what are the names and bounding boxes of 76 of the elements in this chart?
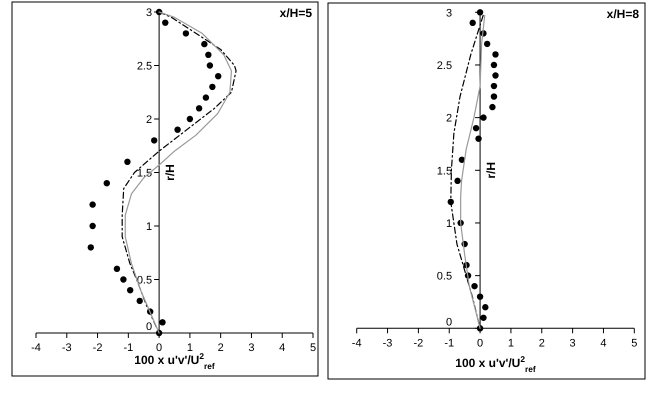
- point: [489, 104, 496, 110]
- point: [490, 62, 498, 68]
- x-tick-label: 0: [477, 337, 484, 350]
- point: [196, 105, 202, 112]
- point: [89, 201, 96, 208]
- x-tick-label: -3: [62, 342, 72, 354]
- point: [114, 266, 120, 272]
- point: [186, 116, 194, 122]
- y-axis-title: r/H: [163, 164, 178, 181]
- x-tick-label: -4: [31, 342, 41, 354]
- point: [480, 114, 487, 121]
- point: [492, 72, 499, 79]
- point: [126, 287, 134, 294]
- point: [88, 244, 94, 251]
- point: [490, 82, 498, 90]
- point: [182, 30, 190, 37]
- point: [150, 137, 158, 144]
- point: [120, 276, 127, 283]
- x-tick-label: 4: [600, 337, 607, 350]
- x-tick-label: 5: [310, 342, 316, 354]
- point: [206, 62, 214, 69]
- point: [215, 73, 222, 80]
- y-tick-label: 2.5: [136, 60, 152, 72]
- point: [476, 294, 484, 300]
- point: [201, 40, 208, 48]
- y-tick-label: 2: [146, 114, 152, 126]
- point: [469, 20, 476, 26]
- point: [89, 222, 96, 230]
- point: [174, 126, 181, 133]
- point: [159, 319, 166, 326]
- point: [454, 178, 461, 184]
- x-tick-label: -3: [382, 337, 392, 350]
- y-tick-label: 1: [146, 221, 152, 233]
- y-tick-label: 1: [446, 218, 452, 230]
- point: [490, 93, 498, 100]
- x-tick-label: -2: [414, 337, 424, 350]
- y-tick-label: 0: [146, 321, 152, 333]
- point: [162, 20, 168, 26]
- point: [472, 124, 480, 132]
- x-tick-label: 1: [508, 337, 514, 350]
- point: [480, 314, 487, 321]
- y-tick-label: 0.5: [136, 274, 152, 286]
- point: [104, 180, 110, 186]
- y-tick-label: 2: [446, 112, 452, 125]
- y-tick-label: 1.5: [436, 165, 452, 178]
- x-tick-label: 3: [570, 337, 576, 350]
- x-tick-label: -1: [123, 342, 134, 354]
- y-axis-title: r/H: [484, 162, 498, 179]
- point: [484, 40, 490, 48]
- x-tick-label: 3: [248, 342, 255, 354]
- y-tick-label: 0: [446, 316, 452, 328]
- x-tick-label: 1: [186, 342, 193, 354]
- point: [209, 84, 216, 90]
- x-tick-label: -4: [352, 337, 362, 350]
- x-tick-label: 2: [218, 342, 224, 354]
- point: [136, 298, 143, 304]
- point: [124, 158, 131, 165]
- y-tick-label: 1.5: [136, 168, 152, 180]
- y-tick-label: 0.5: [436, 270, 452, 283]
- x-tick-label: 4: [279, 342, 286, 354]
- point: [492, 51, 499, 58]
- point: [205, 52, 212, 58]
- x-tick-label: 0: [156, 342, 162, 354]
- x-tick-label: 2: [538, 337, 545, 350]
- y-tick-label: 3: [146, 7, 152, 19]
- point: [475, 136, 482, 142]
- chart-title: x/H=5: [280, 6, 312, 20]
- point: [471, 282, 478, 290]
- y-tick-label: 2.5: [436, 60, 452, 72]
- point: [482, 304, 489, 310]
- point: [202, 94, 210, 101]
- x-tick-label: -2: [92, 342, 102, 354]
- y-tick-label: 3: [446, 7, 452, 20]
- chart-title: x/H=8: [606, 7, 640, 21]
- x-tick-label: -1: [444, 337, 454, 350]
- x-tick-label: 5: [631, 337, 638, 350]
